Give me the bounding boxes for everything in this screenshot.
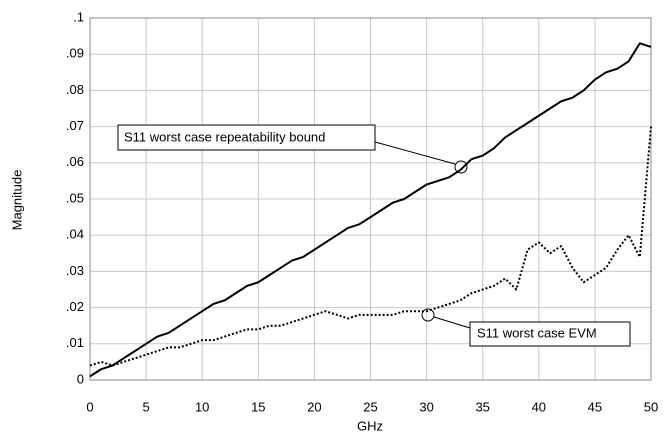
x-tick-label: 15 bbox=[251, 399, 265, 414]
y-tick-label: .04 bbox=[66, 227, 84, 242]
annotation-text: S11 worst case EVM bbox=[477, 325, 597, 340]
marker-circle bbox=[421, 308, 435, 322]
y-tick-label: .09 bbox=[66, 46, 84, 61]
y-tick-label: .05 bbox=[66, 190, 84, 205]
y-tick-label: .01 bbox=[66, 335, 84, 350]
lines bbox=[89, 42, 652, 378]
y-tick-label: .08 bbox=[66, 82, 84, 97]
x-tick-label: 20 bbox=[307, 399, 321, 414]
series-line bbox=[89, 42, 652, 378]
y-tick-label: .06 bbox=[66, 154, 84, 169]
y-tick-label: .03 bbox=[66, 263, 84, 278]
y-tick-label: .02 bbox=[66, 299, 84, 314]
x-tick-label: 40 bbox=[532, 399, 546, 414]
x-tick-label: 35 bbox=[475, 399, 489, 414]
y-axis-label: Magnitude bbox=[9, 170, 24, 231]
annotation: S11 worst case EVM bbox=[421, 308, 631, 347]
annotation-text: S11 worst case repeatability bound bbox=[124, 129, 325, 144]
series-line bbox=[89, 126, 652, 367]
annotation: S11 worst case repeatability bound bbox=[117, 124, 468, 174]
x-tick-label: 25 bbox=[363, 399, 377, 414]
x-tick-label: 30 bbox=[419, 399, 433, 414]
x-tick-label: 5 bbox=[142, 399, 149, 414]
annotation-box bbox=[117, 124, 376, 151]
x-tick-label: 50 bbox=[644, 399, 658, 414]
plot-frame bbox=[89, 17, 652, 381]
x-tick-label: 0 bbox=[86, 399, 93, 414]
x-axis-label: GHz bbox=[357, 418, 383, 433]
x-tick-label: 45 bbox=[588, 399, 602, 414]
x-tick-label: 10 bbox=[195, 399, 209, 414]
y-tick-label: .1 bbox=[73, 9, 84, 24]
leader-line bbox=[374, 141, 456, 165]
y-tick-label: .07 bbox=[66, 118, 84, 133]
leader-line bbox=[433, 316, 471, 329]
y-tick-label: 0 bbox=[77, 371, 84, 386]
annotation-box bbox=[469, 321, 631, 347]
marker-circle bbox=[454, 160, 468, 174]
